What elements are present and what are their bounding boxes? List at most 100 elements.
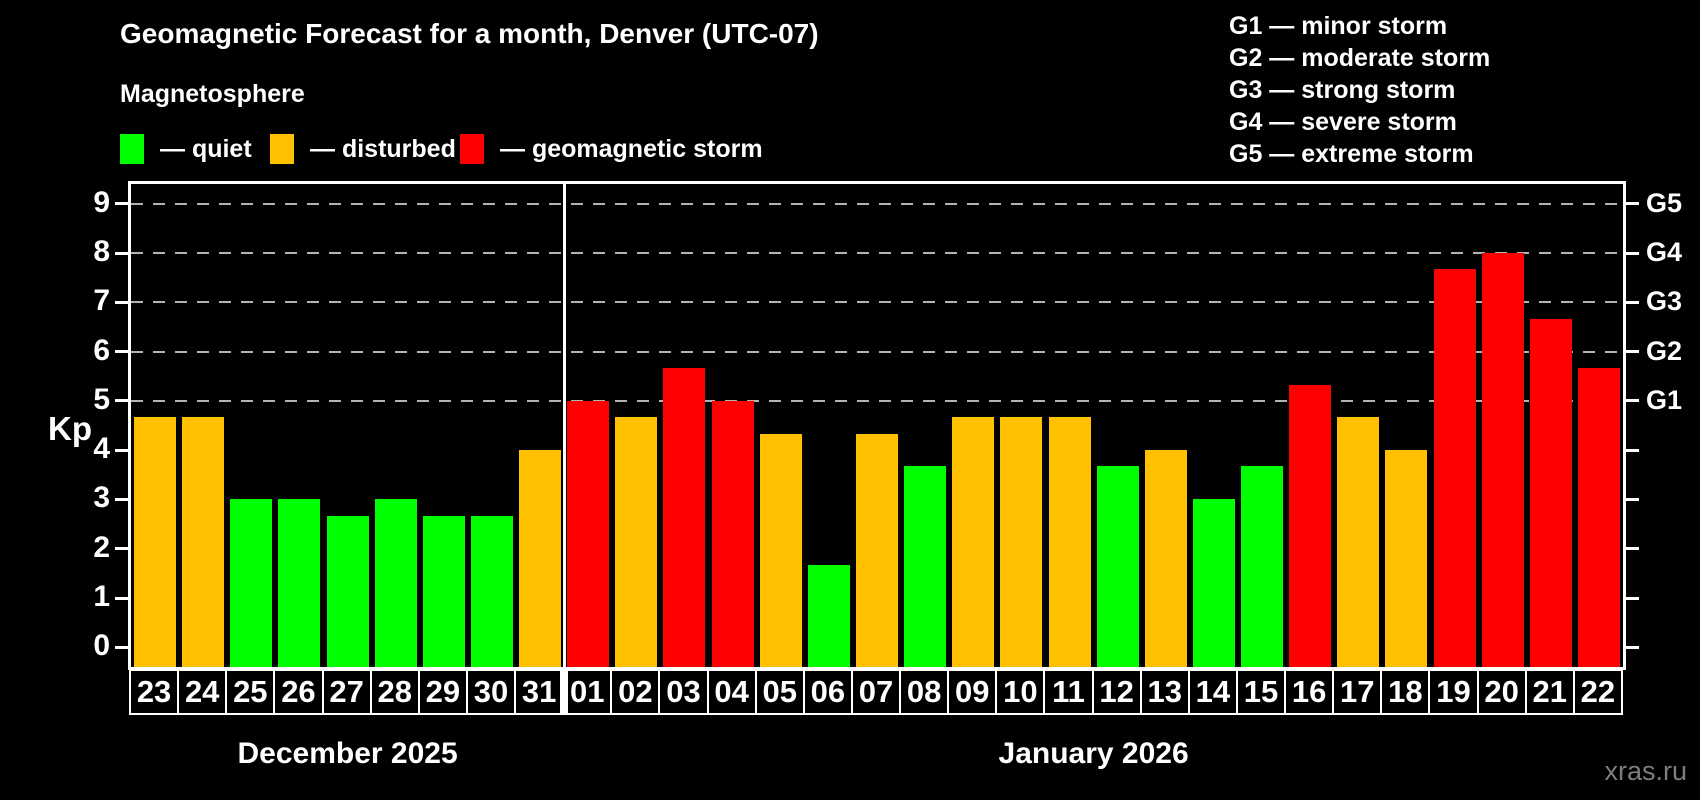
month-separator-label-row bbox=[560, 669, 569, 715]
kp-bar-day-03 bbox=[663, 367, 706, 667]
g-scale-axis-label-g4: G4 bbox=[1646, 237, 1683, 267]
kp-bar-day-15 bbox=[1241, 466, 1284, 667]
g-scale-axis-label-g3: G3 bbox=[1646, 286, 1683, 317]
y-axis-tick-left-6 bbox=[115, 350, 128, 354]
kp-bar-day-06 bbox=[807, 564, 850, 667]
y-tick-label-1: 1 bbox=[93, 580, 110, 613]
day-label-11: 11 bbox=[1043, 669, 1094, 715]
month-label-january: January 2026 bbox=[998, 737, 1189, 770]
day-label-09: 09 bbox=[947, 669, 998, 715]
legend-item-quiet: — quiet bbox=[120, 133, 252, 165]
y-axis-tick-right-1 bbox=[1626, 596, 1639, 600]
gridline-kp9 bbox=[131, 202, 1623, 205]
day-label-07: 07 bbox=[850, 669, 902, 715]
day-label-27: 27 bbox=[321, 669, 372, 715]
y-axis-tick-right-8 bbox=[1626, 251, 1639, 255]
storm-color-swatch bbox=[460, 134, 484, 164]
kp-bar-day-21 bbox=[1529, 318, 1572, 667]
kp-bar-day-04 bbox=[711, 400, 754, 667]
kp-bar-day-28 bbox=[374, 499, 417, 667]
y-axis-tick-left-5 bbox=[115, 399, 128, 403]
day-label-17: 17 bbox=[1332, 669, 1383, 715]
day-label-22: 22 bbox=[1572, 669, 1623, 715]
y-axis-tick-right-9 bbox=[1626, 202, 1639, 206]
day-label-10: 10 bbox=[995, 669, 1046, 715]
day-label-24: 24 bbox=[177, 669, 228, 715]
kp-bar-day-08 bbox=[904, 466, 947, 667]
y-tick-label-4: 4 bbox=[93, 432, 110, 466]
kp-bar-day-07 bbox=[856, 433, 898, 667]
day-label-15: 15 bbox=[1235, 669, 1287, 715]
kp-bar-day-12 bbox=[1096, 466, 1139, 667]
g-scale-legend: G1 — minor storm G2 — moderate storm G3 … bbox=[1229, 10, 1490, 170]
g-legend-line-g1: G1 — minor storm bbox=[1229, 12, 1448, 40]
y-tick-label-6: 6 bbox=[93, 333, 110, 367]
day-label-06: 06 bbox=[802, 669, 853, 715]
kp-bar-day-30 bbox=[470, 515, 513, 667]
day-label-25: 25 bbox=[225, 669, 276, 715]
chart-title: Geomagnetic Forecast for a month, Denver… bbox=[120, 18, 819, 49]
y-axis-label-kp: Kp bbox=[48, 410, 92, 447]
day-label-13: 13 bbox=[1139, 669, 1190, 715]
kp-bar-day-02 bbox=[615, 417, 658, 667]
disturbed-color-swatch bbox=[270, 134, 294, 164]
y-axis-tick-right-6 bbox=[1626, 350, 1639, 354]
day-label-28: 28 bbox=[369, 669, 420, 715]
day-label-01: 01 bbox=[562, 669, 613, 715]
y-tick-label-2: 2 bbox=[93, 530, 110, 564]
g-scale-axis-label-g2: G2 bbox=[1646, 335, 1683, 366]
gridline-kp5 bbox=[131, 399, 1623, 402]
kp-bar-day-05 bbox=[759, 433, 802, 667]
chart-subtitle: Magnetosphere bbox=[120, 80, 305, 108]
day-label-20: 20 bbox=[1476, 669, 1527, 715]
y-axis-tick-right-5 bbox=[1626, 399, 1639, 403]
kp-bar-day-25 bbox=[230, 499, 273, 667]
legend-item-disturbed: — disturbed bbox=[270, 133, 456, 165]
day-label-02: 02 bbox=[610, 669, 661, 715]
kp-bar-day-24 bbox=[182, 417, 225, 667]
kp-bar-day-29 bbox=[422, 515, 465, 667]
kp-bar-day-17 bbox=[1337, 417, 1380, 667]
kp-bar-day-14 bbox=[1192, 499, 1235, 667]
day-label-08: 08 bbox=[899, 669, 950, 715]
day-label-18: 18 bbox=[1380, 669, 1431, 715]
g-legend-line-g5: G5 — extreme storm bbox=[1229, 140, 1474, 168]
legend-label-quiet: — quiet bbox=[160, 134, 252, 163]
gridline-kp8 bbox=[131, 252, 1623, 254]
day-label-30: 30 bbox=[465, 669, 517, 715]
g-legend-line-g4: G4 — severe storm bbox=[1229, 108, 1457, 136]
g-scale-axis-label-g5: G5 bbox=[1646, 187, 1683, 218]
g-scale-axis-label-g1: G1 bbox=[1646, 384, 1683, 415]
legend-label-disturbed: — disturbed bbox=[310, 134, 456, 163]
y-tick-label-3: 3 bbox=[93, 481, 110, 515]
y-axis-tick-left-8 bbox=[115, 251, 128, 255]
kp-bar-day-11 bbox=[1048, 417, 1091, 667]
y-axis-tick-left-2 bbox=[115, 547, 128, 551]
day-label-14: 14 bbox=[1187, 669, 1238, 715]
y-tick-label-9: 9 bbox=[93, 185, 110, 219]
y-axis-tick-left-0 bbox=[115, 645, 128, 649]
y-axis-tick-right-2 bbox=[1626, 547, 1639, 551]
kp-bar-day-10 bbox=[1000, 417, 1043, 667]
day-label-12: 12 bbox=[1091, 669, 1142, 715]
kp-bar-day-23 bbox=[134, 417, 177, 667]
day-label-26: 26 bbox=[273, 669, 324, 715]
kp-bar-day-19 bbox=[1433, 269, 1476, 667]
y-tick-label-8: 8 bbox=[93, 235, 110, 268]
kp-bar-day-27 bbox=[326, 515, 369, 667]
kp-bar-day-20 bbox=[1481, 253, 1524, 667]
y-axis-tick-right-4 bbox=[1626, 448, 1639, 452]
day-label-23: 23 bbox=[129, 669, 180, 715]
gridline-kp7 bbox=[131, 301, 1623, 304]
kp-bar-day-22 bbox=[1577, 367, 1620, 667]
month-label-december: December 2025 bbox=[237, 737, 458, 770]
y-tick-label-0: 0 bbox=[93, 629, 110, 663]
y-axis-tick-left-3 bbox=[115, 497, 128, 501]
g-legend-line-g2: G2 — moderate storm bbox=[1229, 44, 1491, 72]
watermark: xras.ru bbox=[1604, 756, 1687, 786]
kp-bar-day-16 bbox=[1289, 384, 1332, 667]
legend-item-storm: — geomagnetic storm bbox=[460, 133, 763, 165]
kp-bar-day-18 bbox=[1385, 450, 1428, 667]
kp-bar-day-26 bbox=[278, 499, 321, 667]
